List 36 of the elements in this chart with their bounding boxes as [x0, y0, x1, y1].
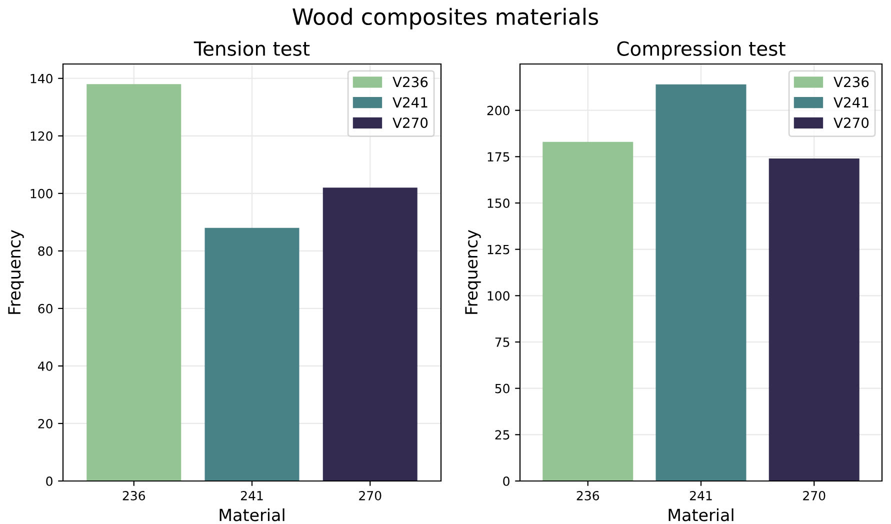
chart-title: Tension test [194, 40, 310, 56]
y-tick-label: 50 [495, 384, 510, 394]
legend-label: V241 [834, 97, 868, 108]
y-axis-title: Frequency [8, 230, 24, 314]
y-tick-label: 20 [38, 418, 52, 428]
y-axis-title: Frequency [465, 230, 481, 314]
legend-label: V236 [834, 76, 869, 88]
legend-label: V270 [392, 118, 428, 128]
y-tick-label: 125 [488, 244, 510, 254]
y-tick-label: 60 [38, 304, 52, 314]
legend-label: V241 [392, 97, 428, 108]
y-tick-label: 0 [503, 476, 510, 486]
chart-title: Compression test [617, 40, 786, 60]
legend-label: V270 [834, 118, 869, 128]
y-tick-label: 0 [46, 476, 52, 486]
x-tick-label: 270 [803, 490, 826, 500]
y-tick-label: 100 [30, 188, 52, 198]
y-tick-label: 75 [495, 338, 510, 347]
x-axis-title: Material [220, 508, 284, 522]
text: Wood composites materials [292, 8, 598, 30]
x-tick-label: 236 [576, 490, 600, 500]
y-tick-label: 100 [488, 291, 510, 301]
y-tick-label: 150 [488, 198, 510, 208]
x-tick-label: 241 [240, 490, 263, 500]
x-tick-label: 236 [122, 490, 146, 500]
y-tick-label: 175 [488, 152, 510, 162]
x-tick-label: 270 [359, 490, 382, 500]
y-tick-label: 120 [30, 131, 52, 141]
y-tick-label: 80 [38, 246, 52, 256]
y-tick-label: 40 [38, 361, 52, 371]
y-tick-label: 200 [487, 106, 510, 116]
y-tick-label: 25 [495, 430, 510, 440]
legend-label: V236 [392, 76, 428, 88]
y-tick-label: 140 [30, 74, 52, 84]
x-tick-label: 241 [690, 490, 712, 500]
x-axis-title: Material [668, 508, 734, 522]
